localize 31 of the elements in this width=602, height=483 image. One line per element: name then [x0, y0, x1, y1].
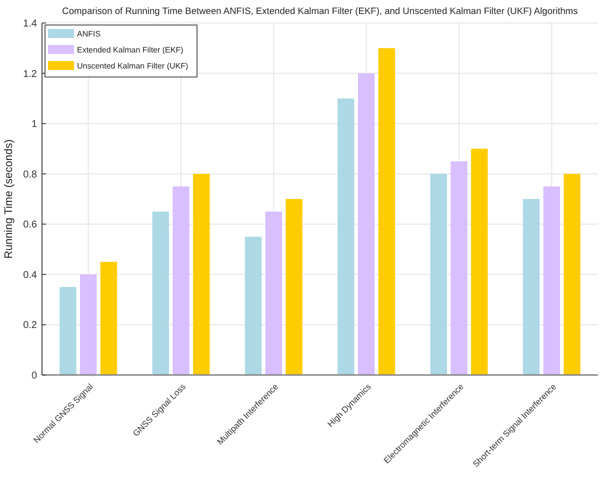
- bar: [80, 274, 97, 375]
- bar: [265, 212, 282, 375]
- bar: [244, 236, 262, 375]
- bar: [152, 212, 169, 375]
- legend-label: ANFIS: [77, 29, 101, 38]
- y-tick-label: 0: [31, 370, 38, 382]
- y-tick-label: 0.4: [23, 270, 38, 281]
- bar: [450, 161, 468, 375]
- bar: [564, 174, 580, 375]
- y-tick-label: 0.8: [23, 169, 38, 180]
- bar: [522, 199, 540, 375]
- y-tick-label: 1.4: [23, 18, 38, 30]
- legend-label: Extended Kalman Filter (EKF): [77, 45, 184, 54]
- bar: [338, 98, 354, 375]
- y-tick-label: 0.2: [23, 320, 38, 332]
- bar: [100, 262, 118, 375]
- bar: [358, 73, 375, 375]
- bar: [172, 186, 190, 375]
- y-tick-label: 1: [31, 119, 38, 130]
- y-tick-label: 1.2: [23, 68, 38, 80]
- y-tick-label: 0.6: [23, 220, 38, 231]
- chart-title: Comparison of Running Time Between ANFIS, Extended Kalman Filter (EKF), and Unscented Kalman Filter (UKF) Algorithms: [62, 6, 578, 16]
- bar: [543, 186, 560, 375]
- bar: [286, 199, 302, 375]
- bar: [471, 148, 488, 375]
- bar: [378, 48, 396, 375]
- bar: [193, 174, 210, 375]
- y-axis-title: Running Time (seconds): [3, 139, 15, 259]
- bar: [60, 287, 76, 375]
- legend-label: Unscented Kalman Filter (UKF): [77, 61, 188, 70]
- bar: [430, 174, 447, 375]
